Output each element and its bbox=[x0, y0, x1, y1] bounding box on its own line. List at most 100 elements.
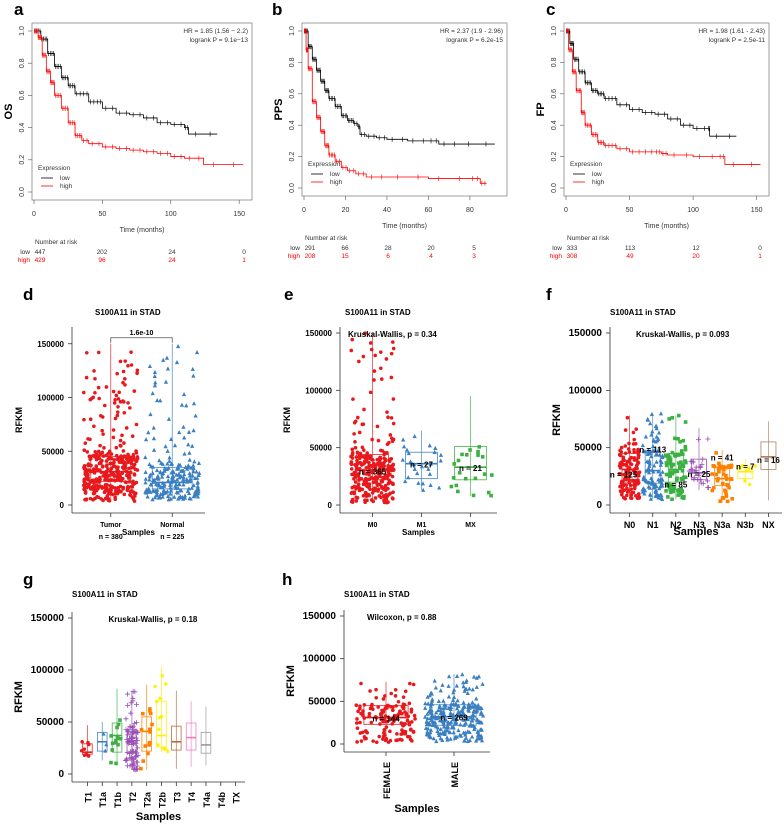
data-point bbox=[670, 497, 674, 502]
data-point bbox=[166, 478, 171, 483]
data-point bbox=[401, 695, 406, 699]
data-point bbox=[753, 464, 758, 469]
data-point bbox=[450, 717, 456, 722]
data-point bbox=[632, 437, 637, 442]
data-point bbox=[460, 706, 465, 711]
data-point bbox=[109, 478, 114, 482]
x-category-label: N3b bbox=[737, 520, 755, 530]
data-point bbox=[668, 487, 672, 491]
data-point bbox=[490, 473, 494, 477]
data-point bbox=[724, 473, 728, 478]
data-point bbox=[446, 683, 451, 688]
box-panel-h: h S100A11 in STAD 0 50000 100000 150000 RFKM F… bbox=[270, 570, 530, 826]
data-point bbox=[371, 707, 375, 712]
y-tick-label: 0.6 bbox=[289, 89, 296, 99]
data-point bbox=[165, 749, 170, 754]
data-point bbox=[448, 736, 453, 741]
statistical-test-annotation: Wilcoxon, p = 0.88 bbox=[367, 613, 437, 622]
data-point bbox=[407, 701, 412, 706]
p-value-annotation: 1.6e-10 bbox=[130, 330, 154, 337]
data-point bbox=[443, 728, 448, 733]
x-category-label: N3 bbox=[693, 520, 705, 530]
y-axis-label: RFKM bbox=[14, 407, 24, 433]
x-category-label: Normal bbox=[160, 522, 184, 529]
x-category-label: NX bbox=[762, 520, 775, 530]
data-point bbox=[385, 451, 389, 455]
data-point bbox=[354, 703, 359, 708]
data-point bbox=[664, 489, 668, 493]
logrank-p-text: logrank P = 2.5e-11 bbox=[709, 37, 766, 44]
data-point bbox=[152, 369, 158, 374]
risk-count-high: 1 bbox=[242, 257, 246, 264]
data-point bbox=[461, 730, 466, 735]
data-point bbox=[464, 686, 469, 691]
n-count-label: n = 16 bbox=[757, 456, 780, 465]
data-point bbox=[83, 497, 87, 502]
y-tick-label: 100000 bbox=[305, 386, 332, 395]
data-point bbox=[369, 347, 374, 352]
data-point bbox=[408, 737, 413, 742]
data-point bbox=[196, 472, 201, 477]
data-point bbox=[177, 481, 182, 486]
data-point bbox=[643, 488, 648, 493]
survival-curve-low bbox=[304, 30, 495, 145]
data-point bbox=[350, 337, 355, 342]
data-point bbox=[114, 761, 118, 766]
risk-count-low: 291 bbox=[305, 245, 316, 252]
data-point bbox=[94, 464, 99, 468]
data-point bbox=[151, 425, 156, 430]
box-iqr bbox=[431, 704, 477, 726]
data-point bbox=[132, 720, 138, 726]
y-axis-label: OS bbox=[3, 104, 15, 120]
data-point bbox=[96, 486, 100, 491]
y-tick-label: 0.8 bbox=[551, 57, 558, 67]
data-point bbox=[646, 470, 652, 475]
data-point bbox=[374, 687, 378, 692]
data-point bbox=[116, 404, 120, 409]
data-point bbox=[92, 369, 96, 373]
data-point bbox=[130, 729, 136, 735]
data-point bbox=[677, 461, 681, 465]
data-point bbox=[388, 433, 393, 437]
data-point bbox=[420, 481, 425, 486]
logrank-p-text: logrank P = 6.2e-15 bbox=[446, 37, 503, 44]
data-point bbox=[113, 416, 118, 421]
data-point bbox=[383, 738, 388, 743]
data-point bbox=[185, 488, 190, 493]
data-point bbox=[454, 683, 459, 688]
data-point bbox=[112, 457, 116, 462]
box-iqr bbox=[644, 450, 661, 484]
y-axis-label: FP bbox=[535, 102, 547, 116]
data-point bbox=[162, 465, 167, 471]
x-tick-label: 20 bbox=[342, 207, 350, 214]
data-point bbox=[728, 477, 733, 481]
data-point bbox=[390, 474, 395, 479]
data-point bbox=[454, 734, 460, 739]
data-point bbox=[165, 474, 171, 479]
x-tick-label: 150 bbox=[233, 211, 245, 218]
data-point bbox=[476, 449, 480, 454]
data-point bbox=[383, 457, 387, 461]
data-point bbox=[632, 456, 637, 460]
data-point bbox=[725, 483, 729, 487]
data-point bbox=[377, 457, 381, 462]
data-point bbox=[628, 483, 633, 488]
data-point bbox=[357, 488, 362, 493]
data-point bbox=[386, 415, 390, 420]
data-point bbox=[101, 432, 105, 436]
data-point bbox=[194, 492, 199, 497]
data-point bbox=[440, 682, 445, 687]
x-category-label: T1a bbox=[98, 791, 108, 808]
box-iqr bbox=[363, 705, 409, 725]
data-point bbox=[118, 736, 123, 741]
data-point bbox=[415, 471, 420, 476]
data-point bbox=[401, 444, 407, 449]
data-point bbox=[456, 703, 461, 708]
box-iqr bbox=[141, 716, 152, 752]
survival-curve-high bbox=[304, 30, 487, 184]
plot-title: S100A11 in STAD bbox=[610, 308, 676, 317]
data-point bbox=[349, 348, 354, 353]
data-point bbox=[393, 694, 398, 698]
km-panel-c: c 0.0 0.2 0.4 0.6 0.8 1.0 0 50 100 150 Time (month… bbox=[524, 0, 784, 270]
data-point bbox=[432, 678, 437, 683]
